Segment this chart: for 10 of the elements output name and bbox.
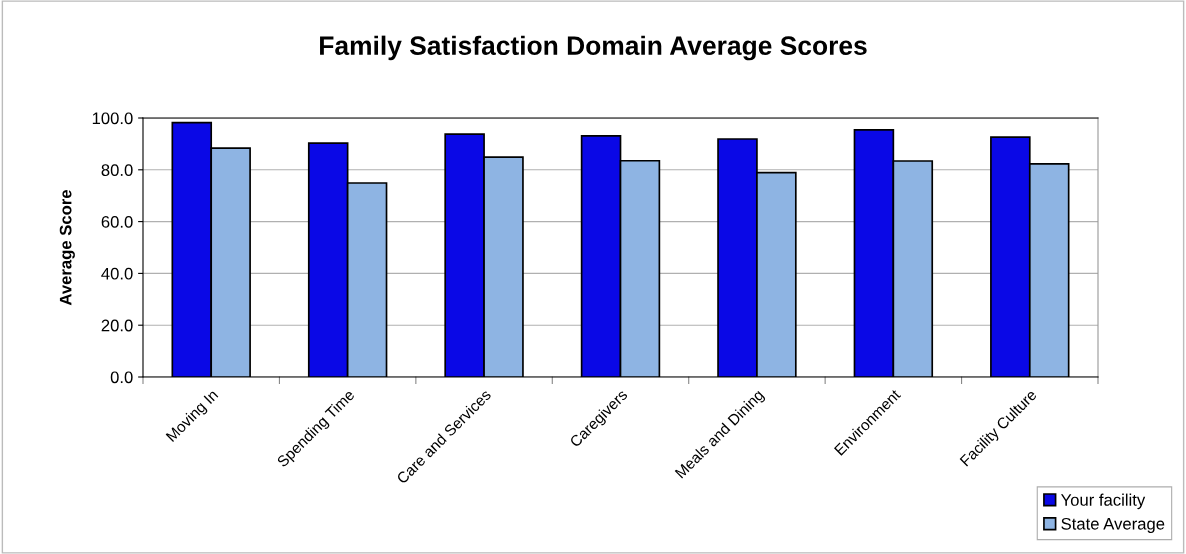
y-tick-label: 100.0: [92, 112, 133, 125]
y-tick-label: 40.0: [101, 267, 133, 280]
legend-label: Your facility: [1060, 493, 1146, 510]
y-tick-label: 0.0: [110, 371, 133, 384]
chart-title: Family Satisfaction Domain Average Scores: [320, 35, 867, 61]
y-axis-title: Average Score: [59, 190, 75, 306]
y-tick-label: 80.0: [101, 164, 133, 176]
legend-label: State Average: [1061, 517, 1165, 533]
y-tick-label: 20.0: [101, 319, 133, 332]
y-tick-label: 60.0: [101, 216, 133, 228]
